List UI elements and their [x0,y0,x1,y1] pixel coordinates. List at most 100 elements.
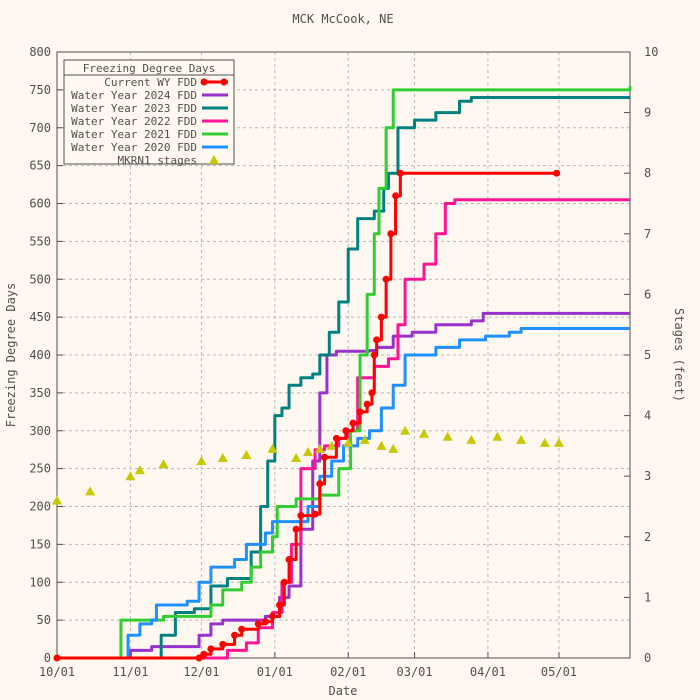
stage-point [492,431,503,441]
stage-point [134,465,145,475]
fdd-point [356,408,364,416]
legend-label: Water Year 2022 FDD [71,115,197,128]
grid [57,52,630,658]
fdd-point [370,351,378,359]
stage-point [419,428,430,438]
fdd-point [392,192,400,200]
x-tick-label: 05/01 [541,665,577,679]
y2-tick-label: 9 [644,106,651,120]
series-line [57,311,630,660]
stage-point [388,443,399,453]
y-tick-label: 500 [29,272,51,286]
stage-point [125,471,136,481]
series-current-wy-fdd [53,169,561,662]
y-axis-label: Freezing Degree Days [4,283,18,428]
fdd-point [311,510,319,518]
y2-tick-label: 7 [644,227,651,241]
fdd-point [238,625,246,633]
stage-point [326,440,337,450]
y-tick-label: 550 [29,234,51,248]
series-line [57,326,630,660]
y-tick-label: 600 [29,197,51,211]
fdd-point [280,578,288,586]
fdd-point [195,654,203,662]
x-tick-label: 02/01 [330,665,366,679]
fdd-point [53,654,61,662]
y-tick-label: 100 [29,575,51,589]
series-water-year-2020-fdd [57,326,630,660]
fdd-point [396,169,404,177]
y-tick-label: 250 [29,462,51,476]
fdd-point [254,620,262,628]
axis-ticks: 0501001502002503003504004505005506006507… [29,45,658,679]
fdd-point [387,230,395,238]
y2-tick-label: 4 [644,409,651,423]
y-tick-label: 200 [29,500,51,514]
fdd-point [207,645,215,653]
stage-point [516,434,527,444]
legend-label: Water Year 2020 FDD [71,141,197,154]
fdd-point [377,313,385,321]
fdd-point [268,612,276,620]
series-line [57,95,630,660]
y-tick-label: 400 [29,348,51,362]
y2-tick-label: 10 [644,45,658,59]
y-tick-label: 750 [29,83,51,97]
legend-label: MKRN1 stages [118,154,197,167]
y2-tick-label: 8 [644,166,651,180]
stage-point [400,425,411,435]
y-tick-label: 150 [29,537,51,551]
series-mkrn1-stages [52,425,564,505]
x-axis-label: Date [329,684,358,698]
y-tick-label: 350 [29,386,51,400]
x-tick-label: 10/01 [39,665,75,679]
fdd-point [276,601,284,609]
legend-box [63,59,235,165]
y-tick-label: 50 [37,613,51,627]
fdd-point [297,512,305,520]
y-tick-label: 650 [29,159,51,173]
y2-axis-label: Stages (feet) [672,308,686,402]
y-tick-label: 450 [29,310,51,324]
stage-point [314,443,325,453]
stage-point [217,453,228,463]
legend-title: Freezing Degree Days [83,62,215,75]
stage-point [539,437,550,447]
y-tick-label: 700 [29,121,51,135]
fdd-point [332,434,340,442]
fdd-point [363,400,371,408]
fdd-point [219,640,227,648]
stage-point [553,437,564,447]
fdd-point [285,556,293,564]
fdd-point [261,618,269,626]
y-tick-label: 0 [44,651,51,665]
stage-point [267,443,278,453]
series [52,86,632,662]
legend-label: Water Year 2024 FDD [71,89,197,102]
legend: Freezing Degree Days Current WY FDDWater… [63,59,235,167]
y2-tick-label: 0 [644,651,651,665]
series-line [57,86,632,660]
stage-point [359,434,370,444]
series-line [57,171,557,660]
legend-swatch [209,155,219,164]
fdd-point [316,480,324,488]
series-water-year-2023-fdd [57,95,630,660]
x-tick-label: 03/01 [396,665,432,679]
fdd-point [382,275,390,283]
stage-point [343,437,354,447]
stage-point [85,486,96,496]
x-tick-label: 01/01 [257,665,293,679]
chart-title: MCK McCook, NE [292,12,393,26]
stage-point [466,434,477,444]
legend-label: Water Year 2023 FDD [71,102,197,115]
fdd-point [231,631,239,639]
fdd-point [553,169,561,177]
fdd-point [200,650,208,658]
y2-tick-label: 5 [644,348,651,362]
fdd-point [292,525,300,533]
fdd-point [373,336,381,344]
y2-tick-label: 1 [644,590,651,604]
fdd-point [368,389,376,397]
